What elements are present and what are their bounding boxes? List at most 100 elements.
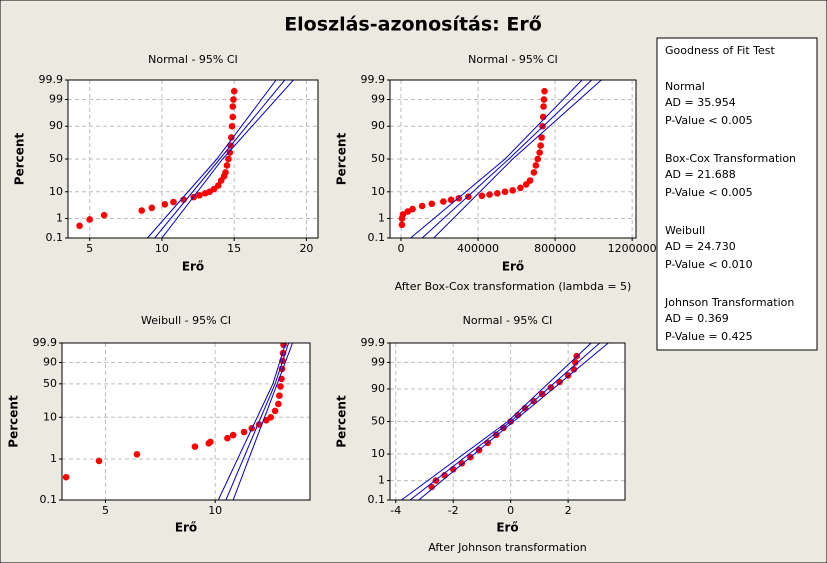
x-tick-label: 5: [86, 242, 93, 255]
gof-title: Goodness of Fit Test: [665, 44, 776, 57]
data-point: [532, 162, 540, 169]
y-tick-label: 0.1: [40, 493, 58, 506]
y-tick-label: 1: [378, 211, 385, 224]
fit-line: [147, 80, 277, 238]
data-point: [275, 400, 282, 408]
plot-frame: [67, 79, 319, 239]
data-point: [76, 222, 83, 230]
x-tick-label: 0: [507, 504, 514, 517]
data-point: [267, 413, 275, 421]
data-point: [62, 473, 70, 481]
data-point: [224, 434, 231, 442]
fit-line: [217, 343, 287, 500]
subplot-title: Weibull - 95% CI: [141, 314, 231, 327]
fit-line: [401, 343, 592, 500]
data-point: [428, 483, 435, 491]
data-point: [133, 451, 141, 458]
y-tick-label: 10: [371, 447, 385, 460]
y-tick-label: 90: [371, 382, 385, 395]
x-tick-label: 20: [299, 242, 313, 255]
fit-line: [433, 80, 602, 238]
x-tick-label: 15: [227, 242, 241, 255]
gof-test-name: Normal: [665, 80, 705, 93]
plot-marks: [62, 343, 294, 500]
y-tick-label: 99.9: [33, 336, 58, 349]
y-tick-label: 1: [56, 211, 63, 224]
x-axis-label: Erő: [182, 260, 204, 274]
data-point: [100, 211, 108, 219]
fit-line: [410, 80, 583, 238]
data-point: [478, 192, 486, 200]
data-point: [276, 392, 283, 399]
data-point: [540, 96, 548, 103]
gof-test-name: Weibull: [665, 224, 705, 237]
data-point: [540, 103, 547, 110]
gof-ad: AD = 35.954: [665, 96, 736, 109]
y-axis-label: Percent: [335, 395, 349, 448]
fit-line: [418, 343, 609, 500]
data-point: [440, 198, 447, 205]
y-tick-label: 90: [371, 119, 385, 132]
data-point: [196, 191, 203, 199]
y-tick-label: 50: [49, 152, 63, 165]
x-tick-label: 0: [397, 242, 404, 255]
data-point: [95, 457, 103, 465]
data-point: [226, 149, 234, 156]
data-point: [228, 122, 236, 130]
data-point: [161, 201, 169, 208]
x-axis-label: Erő: [496, 521, 518, 535]
x-tick-label: -2: [448, 504, 459, 517]
data-point: [493, 189, 501, 197]
gof-test-name: Box-Cox Transformation: [665, 152, 796, 165]
x-axis-label: Erő: [175, 521, 197, 535]
subplot-title: Normal - 95% CI: [463, 314, 553, 327]
y-tick-label: 10: [49, 185, 63, 198]
y-tick-label: 1: [378, 474, 385, 487]
plot-area: [68, 80, 318, 238]
y-tick-label: 90: [43, 356, 57, 369]
data-point: [225, 155, 232, 163]
plot-frame: [389, 79, 637, 239]
x-tick-label: 2: [565, 504, 572, 517]
x-tick-label: 5: [102, 504, 109, 517]
x-tick-label: 400000: [457, 242, 499, 255]
y-tick-label: 99.9: [361, 73, 386, 86]
data-point: [240, 428, 248, 436]
data-point: [227, 134, 235, 141]
y-axis-label: Percent: [335, 133, 349, 186]
data-point: [447, 196, 455, 204]
y-tick-label: 99.9: [39, 73, 64, 86]
data-point: [538, 134, 545, 141]
data-point: [409, 205, 416, 213]
data-point: [86, 216, 93, 223]
x-tick-label: 1200000: [608, 242, 657, 255]
y-tick-label: 99: [49, 93, 63, 106]
data-point: [517, 184, 524, 192]
y-tick-label: 99.9: [361, 336, 386, 349]
y-tick-label: 0.1: [368, 231, 386, 244]
data-point: [170, 198, 177, 206]
plot-marks: [401, 343, 609, 500]
data-point: [223, 162, 231, 169]
x-tick-label: 10: [208, 504, 222, 517]
y-tick-label: 0.1: [368, 493, 386, 506]
y-tick-label: 50: [371, 152, 385, 165]
data-point: [271, 407, 279, 415]
x-axis-note: After Box-Cox transformation (lambda = 5…: [395, 280, 632, 293]
data-point: [428, 200, 436, 208]
y-axis-label: Percent: [7, 395, 21, 448]
gof-p-value: P-Value = 0.425: [665, 330, 753, 343]
y-tick-label: 10: [371, 185, 385, 198]
gof-p-value: P-Value < 0.005: [665, 186, 753, 199]
gof-p-value: P-Value < 0.010: [665, 258, 753, 271]
main-title: Eloszlás-azonosítás: Erő: [284, 14, 542, 36]
y-axis-label: Percent: [13, 133, 27, 186]
fit-line: [161, 80, 294, 238]
data-point: [229, 113, 237, 121]
data-point: [501, 188, 509, 196]
plot-marks: [398, 80, 602, 238]
fit-line: [409, 343, 601, 500]
gof-box: [656, 37, 818, 351]
y-tick-label: 10: [43, 410, 57, 423]
